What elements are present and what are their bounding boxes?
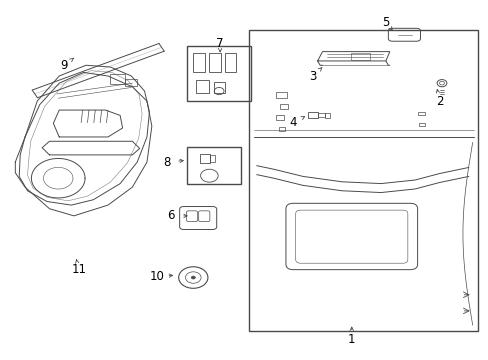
Bar	[276, 92, 286, 98]
Bar	[199, 154, 210, 163]
Bar	[418, 123, 424, 126]
Bar	[325, 113, 329, 118]
Bar	[307, 112, 317, 118]
Bar	[208, 53, 220, 72]
Bar	[110, 74, 125, 84]
Text: 6: 6	[167, 210, 175, 222]
Text: 5: 5	[382, 16, 389, 29]
Text: 2: 2	[435, 95, 443, 108]
Bar	[224, 53, 236, 72]
Bar	[350, 53, 369, 59]
Bar	[210, 155, 215, 162]
Text: 4: 4	[289, 116, 296, 129]
Text: 8: 8	[163, 156, 170, 168]
Bar	[214, 82, 224, 93]
Text: 7: 7	[216, 37, 224, 50]
Bar	[187, 147, 241, 184]
Bar	[276, 116, 284, 120]
Circle shape	[191, 276, 195, 279]
Text: 9: 9	[60, 59, 68, 72]
Bar	[193, 53, 204, 72]
Bar	[317, 113, 325, 117]
Bar	[249, 30, 477, 331]
Bar	[195, 80, 209, 93]
Bar	[125, 79, 137, 86]
Bar	[279, 104, 288, 109]
Text: 11: 11	[71, 263, 86, 276]
Bar	[417, 112, 424, 116]
Text: 10: 10	[149, 270, 164, 283]
Text: 3: 3	[308, 69, 316, 82]
Bar	[278, 127, 285, 131]
Text: 1: 1	[347, 333, 355, 346]
Bar	[187, 45, 250, 101]
